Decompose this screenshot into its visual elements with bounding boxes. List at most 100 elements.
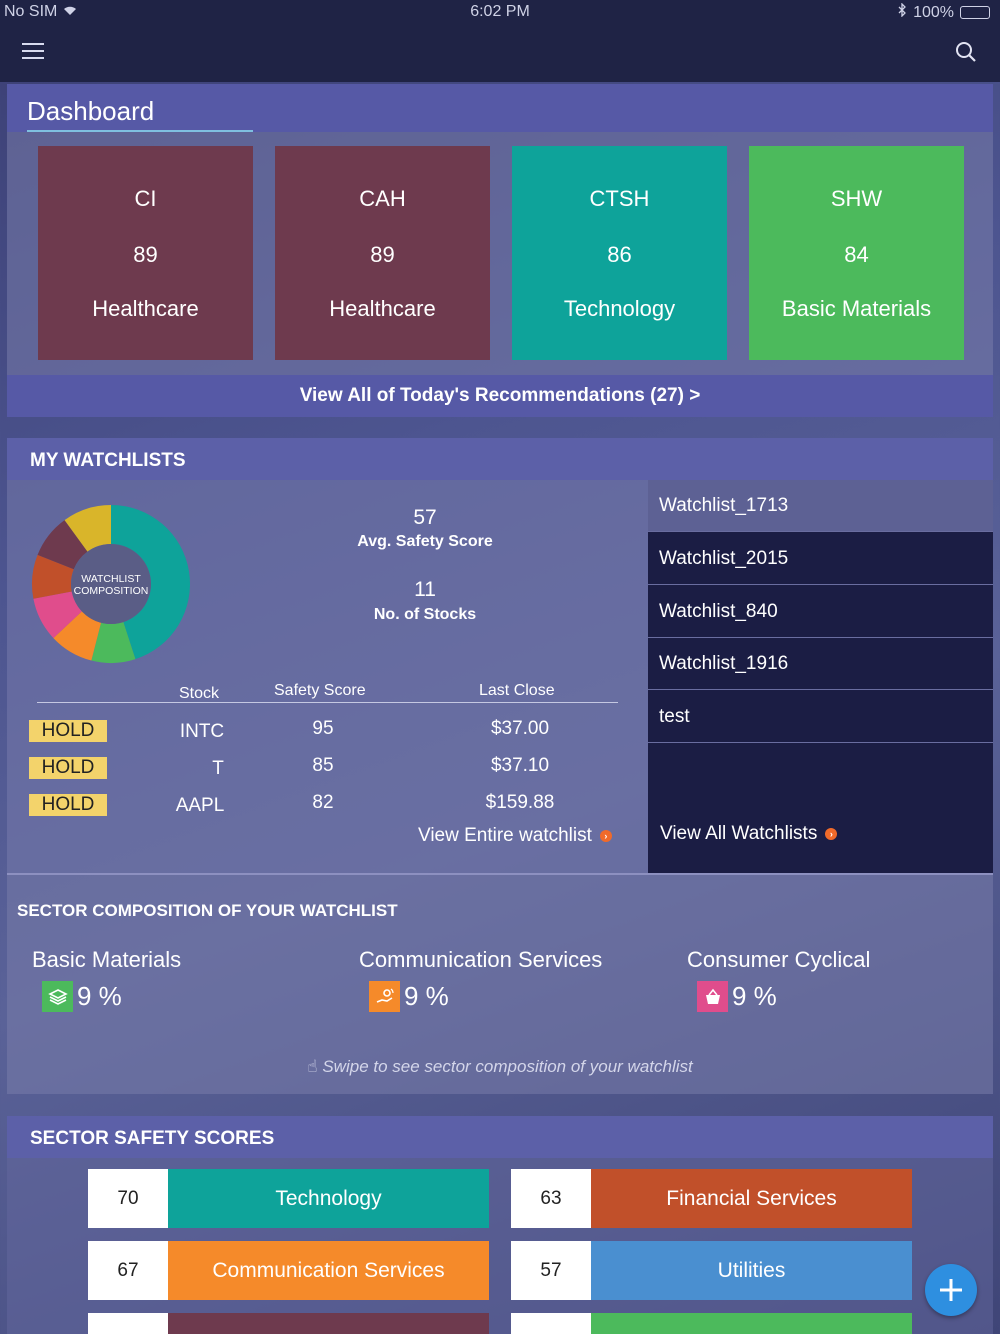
sector-safety-panel: 70 Technology 63 Financial Services 67 C… — [7, 1158, 993, 1334]
tile-sector: Healthcare — [329, 296, 436, 321]
sector-safety-name: Utilities — [591, 1241, 912, 1300]
sector-safety-row[interactable]: 67 Communication Services — [88, 1241, 489, 1300]
donut-segment[interactable] — [111, 505, 191, 660]
hand-signal-icon — [369, 981, 400, 1012]
tile-score: 84 — [844, 242, 869, 267]
num-stocks-value: 11 — [414, 578, 436, 601]
hold-badge[interactable]: HOLD — [29, 757, 107, 779]
sector-name: Consumer Cyclical — [687, 947, 871, 972]
add-button[interactable] — [925, 1264, 977, 1316]
tile-symbol: CTSH — [589, 186, 650, 211]
swipe-hint: ☝ Swipe to see sector composition of you… — [7, 1057, 993, 1077]
donut-center-label: WATCHLIST COMPOSITION — [31, 573, 191, 597]
tile-score: 89 — [370, 242, 395, 267]
donut-center — [71, 544, 151, 624]
donut-segment[interactable] — [91, 622, 136, 663]
tile-symbol: SHW — [830, 186, 883, 211]
sector-safety-score: 67 — [88, 1241, 168, 1300]
status-right: 100% — [897, 2, 990, 22]
sector-composition-item: Basic Materials 9 % — [32, 947, 181, 1012]
donut-segment[interactable] — [64, 505, 111, 552]
watchlist-item[interactable]: Watchlist_2015 — [648, 533, 993, 585]
row-last-close: $37.00 — [490, 718, 550, 739]
sector-safety-row[interactable]: 70 Technology — [88, 1169, 489, 1228]
sector-safety-row[interactable]: 63 Financial Services — [511, 1169, 912, 1228]
row-safety-score: 82 — [312, 792, 334, 813]
tile-sector: Basic Materials — [781, 296, 932, 321]
view-entire-watchlist-link[interactable]: View Entire watchlist › — [418, 825, 612, 847]
menu-icon[interactable] — [22, 43, 44, 59]
layers-icon — [42, 981, 73, 1012]
row-stock: AAPL — [175, 795, 225, 816]
sector-safety-score: 63 — [511, 1169, 591, 1228]
donut-label-line1: WATCHLIST — [81, 573, 141, 585]
dashboard-header: Dashboard — [7, 84, 993, 132]
basket-icon — [697, 981, 728, 1012]
sector-composition-panel[interactable]: SECTOR COMPOSITION OF YOUR WATCHLIST Bas… — [7, 873, 993, 1094]
carrier-text: No SIM — [4, 3, 58, 20]
clock: 6:02 PM — [470, 3, 530, 20]
num-stocks-label: No. of Stocks — [373, 606, 477, 623]
plus-icon — [940, 1279, 962, 1301]
recommendation-tile-shw[interactable]: SHW 84 Basic Materials — [749, 146, 964, 360]
avg-safety-score-label: Avg. Safety Score — [357, 533, 493, 550]
tile-sector: Technology — [563, 296, 676, 321]
sector-safety-header: SECTOR SAFETY SCORES — [7, 1116, 993, 1158]
view-all-watchlists-text: View All Watchlists — [660, 823, 818, 844]
watchlist-item[interactable]: Watchlist_840 — [648, 586, 993, 638]
search-icon[interactable] — [954, 40, 978, 64]
sector-safety-score: 57 — [511, 1241, 591, 1300]
sector-value-row: 9 % — [687, 981, 870, 1012]
sector-safety-row[interactable] — [88, 1313, 489, 1334]
swipe-hint-text: Swipe to see sector composition of your … — [322, 1057, 693, 1076]
row-safety-score: 95 — [312, 718, 334, 739]
sector-safety-name: Financial Services — [591, 1169, 912, 1228]
sector-safety-row[interactable]: 57 Utilities — [511, 1241, 912, 1300]
recommendation-tile-ci[interactable]: CI 89 Healthcare — [38, 146, 253, 360]
table-header-divider — [37, 702, 618, 703]
tile-score: 86 — [607, 242, 632, 267]
sector-safety-name — [591, 1313, 912, 1334]
hold-badge[interactable]: HOLD — [29, 794, 107, 816]
column-header-safety: Safety Score — [274, 682, 366, 699]
swipe-hand-icon: ☝ — [307, 1057, 318, 1076]
donut-segment[interactable] — [32, 554, 74, 599]
recommendation-tile-ctsh[interactable]: CTSH 86 Technology — [512, 146, 727, 360]
watchlist-summary-panel: WATCHLIST COMPOSITION 57 Avg. Safety Sco… — [7, 480, 648, 873]
donut-segment[interactable] — [37, 520, 88, 570]
row-last-close: $37.10 — [490, 755, 550, 776]
carrier-label: No SIM — [4, 3, 78, 21]
watchlists-header: MY WATCHLISTS — [7, 438, 993, 480]
sector-safety-row[interactable] — [511, 1313, 912, 1334]
watchlist-item[interactable]: Watchlist_1713 — [648, 480, 993, 532]
watchlist-item[interactable]: Watchlist_1916 — [648, 638, 993, 690]
sector-value-row: 9 % — [359, 981, 602, 1012]
view-all-watchlists-link[interactable]: View All Watchlists › — [660, 823, 838, 845]
donut-label-line2: COMPOSITION — [73, 585, 149, 597]
hold-badge[interactable]: HOLD — [29, 720, 107, 742]
view-all-recommendations-link[interactable]: View All of Today's Recommendations (27)… — [7, 375, 993, 417]
sector-percent: 9 % — [77, 981, 122, 1011]
sector-safety-score — [511, 1313, 591, 1334]
recommendation-tile-cah[interactable]: CAH 89 Healthcare — [275, 146, 490, 360]
sector-name: Communication Services — [359, 947, 603, 972]
sector-percent: 9 % — [732, 981, 777, 1011]
sector-percent: 9 % — [404, 981, 449, 1011]
sector-safety-score: 70 — [88, 1169, 168, 1228]
watchlist-composition-donut[interactable] — [31, 504, 191, 664]
donut-segment[interactable] — [33, 591, 82, 639]
watchlist-item[interactable]: test — [648, 691, 993, 743]
column-header-stock: Stock — [179, 685, 220, 702]
tile-symbol: CI — [134, 186, 157, 211]
avg-safety-score-value: 57 — [413, 506, 437, 529]
row-last-close: $159.88 — [485, 792, 555, 813]
wifi-icon — [62, 3, 78, 20]
sector-name: Basic Materials — [32, 947, 182, 972]
donut-segment[interactable] — [53, 611, 102, 661]
view-entire-watchlist-text: View Entire watchlist — [418, 825, 592, 846]
arrow-right-icon: › — [825, 828, 838, 840]
status-bar: No SIM 6:02 PM 100% — [0, 0, 1000, 24]
battery-icon — [960, 6, 990, 19]
sector-safety-name: Technology — [168, 1169, 489, 1228]
page-title: Dashboard — [27, 96, 155, 126]
